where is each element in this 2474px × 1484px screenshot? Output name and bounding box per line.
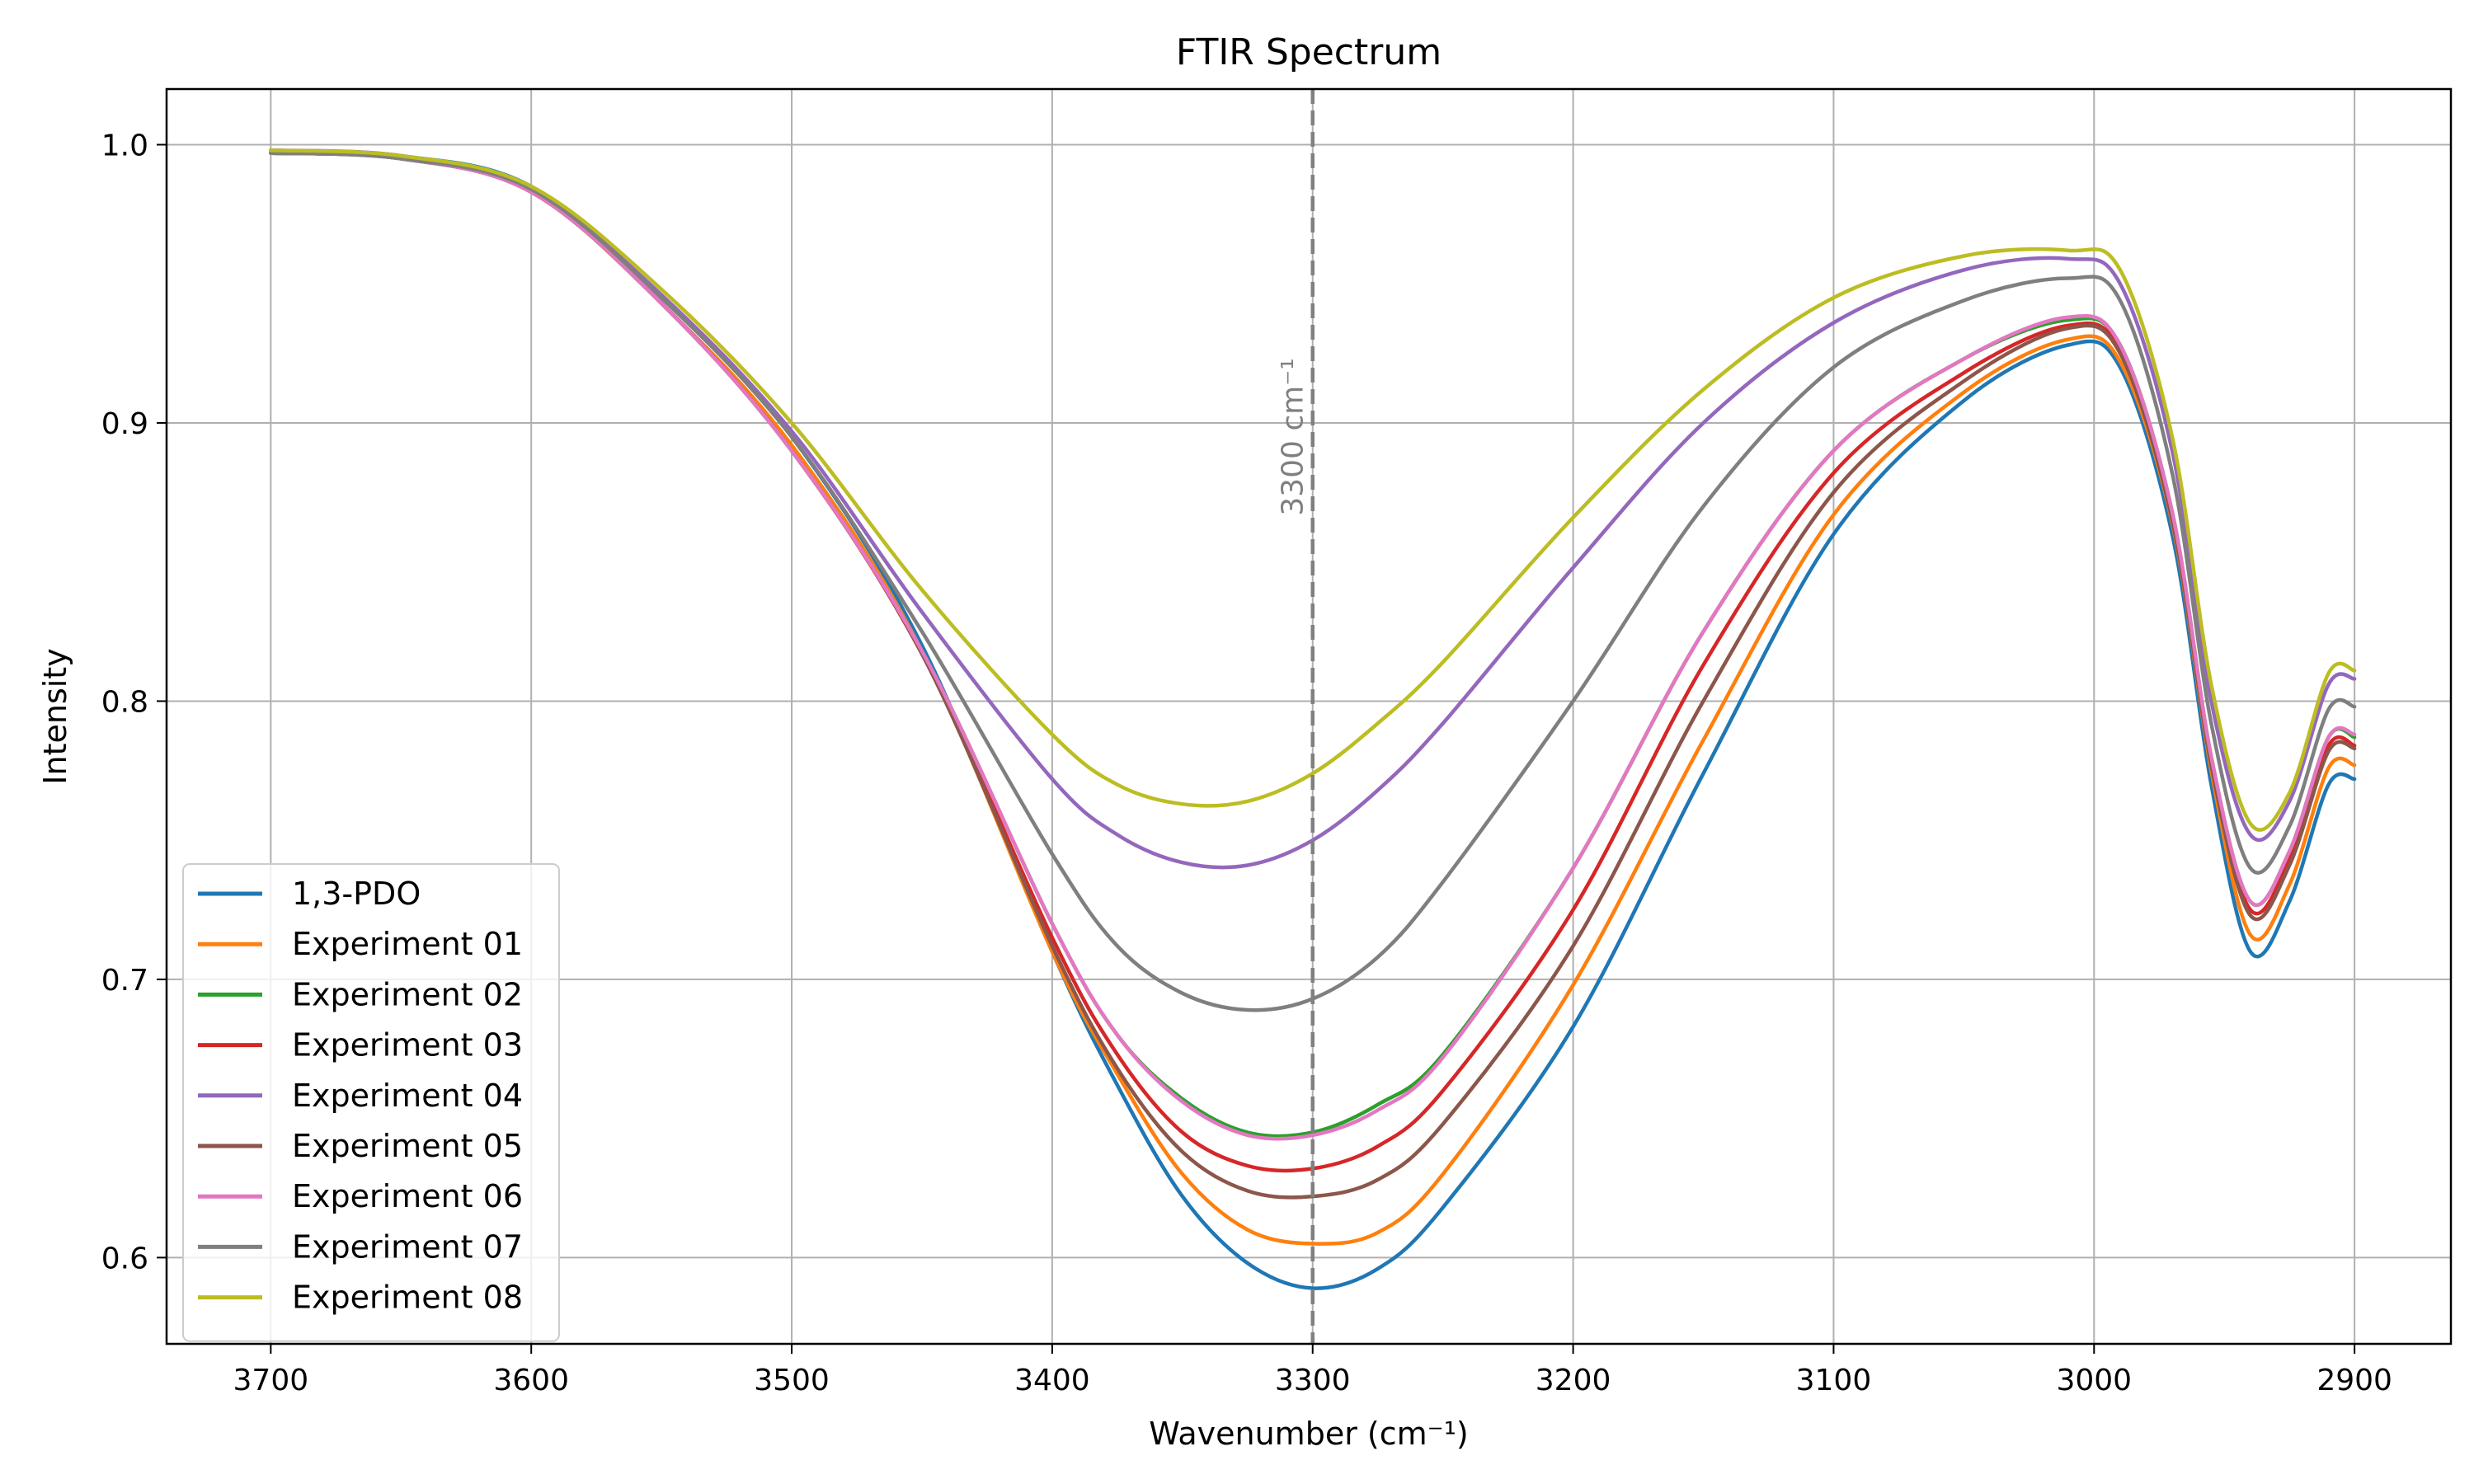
plot-frame [165,87,2453,1345]
legend-label-experiment-03: Experiment 03 [292,1027,523,1064]
y-tick-label: 1.0 [101,129,148,162]
legend-box [182,863,560,1342]
legend-label-experiment-06: Experiment 06 [292,1178,523,1214]
series-line-experiment-04 [269,148,2357,870]
legend-label-experiment-04: Experiment 04 [292,1078,523,1114]
y-tick-label: 0.9 [101,407,148,441]
y-tick-label: 0.6 [101,1242,148,1275]
y-tick-label: 0.7 [101,964,148,998]
chart-title: FTIR Spectrum [1176,31,1442,73]
x-tick-label: 3600 [493,1364,569,1397]
x-tick-label: 2900 [2316,1364,2392,1397]
legend-label-experiment-01: Experiment 01 [292,926,523,962]
legend-label-experiment-08: Experiment 08 [292,1280,523,1316]
x-tick-label: 3000 [2056,1364,2132,1397]
y-axis-label: Intensity [37,648,73,784]
x-tick-label: 3100 [1796,1364,1872,1397]
series-line-experiment-08 [269,148,2357,832]
x-tick-label: 3200 [1536,1364,1611,1397]
series-line-experiment-07 [269,151,2357,1012]
annotation-layer: 3300 cm⁻¹ [1277,89,1315,1344]
legend-label-experiment-02: Experiment 02 [292,976,523,1012]
ticks: 3700 3600 3500 3400 3300 3200 3100 3000 2900 0.6 0… [101,129,2392,1397]
x-axis-label: Wavenumber (cm⁻¹) [1149,1416,1469,1452]
y-tick-label: 0.8 [101,685,148,719]
x-tick-label: 3700 [233,1364,309,1397]
grid [167,89,2451,1344]
x-tick-label: 3300 [1275,1364,1351,1397]
legend-label-experiment-07: Experiment 07 [292,1228,523,1265]
legend: 1,3-PDO Experiment 01 Experiment 02 Experim… [182,863,560,1342]
series-layer [269,148,2357,1290]
x-tick-label: 3400 [1014,1364,1090,1397]
legend-label-1-3-pdo: 1,3-PDO [292,876,421,912]
series-line-experiment-06 [269,151,2357,1141]
x-tick-label: 3500 [754,1364,830,1397]
legend-label-experiment-05: Experiment 05 [292,1128,523,1164]
vline-label: 3300 cm⁻¹ [1277,358,1310,515]
